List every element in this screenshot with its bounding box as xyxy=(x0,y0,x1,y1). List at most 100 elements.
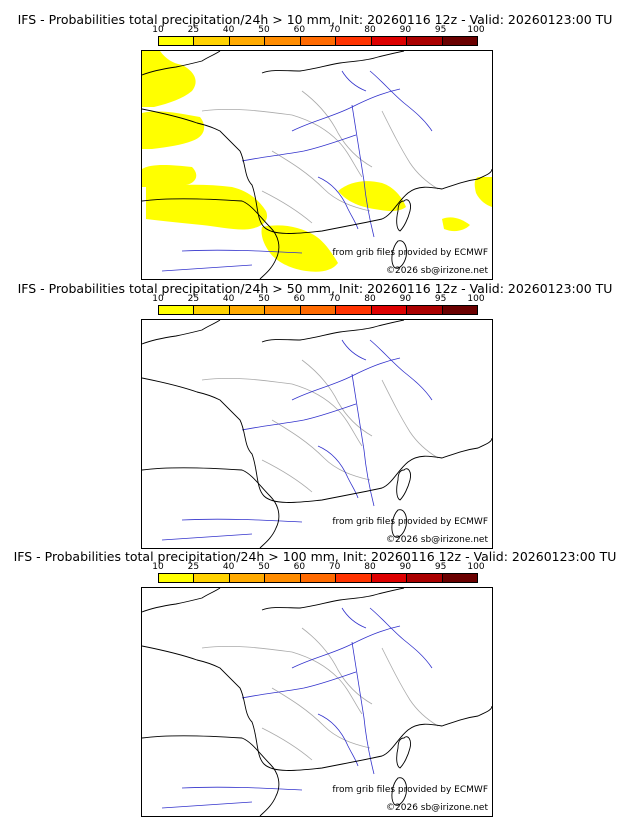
region-border xyxy=(261,190,313,224)
precip-probability-area xyxy=(142,111,205,149)
coastline xyxy=(142,735,280,816)
region-border xyxy=(381,379,439,459)
scale-tick-label: 10 xyxy=(152,25,164,35)
river-line xyxy=(369,607,433,669)
river-line xyxy=(317,445,359,499)
scale-tick-label: 70 xyxy=(328,294,341,304)
scale-tick-labels: 10 25 40 50 60 70 80 90 95 100 xyxy=(140,25,510,36)
precip-probability-area xyxy=(442,217,470,232)
scale-tick-label: 10 xyxy=(152,294,164,304)
colorbar-segment xyxy=(265,306,301,314)
coastline xyxy=(142,645,492,771)
panel-title: IFS - Probabilities total precipitation/… xyxy=(13,549,617,564)
colorbar-segment xyxy=(194,574,230,582)
region-border xyxy=(381,110,439,190)
colorbar-segment xyxy=(407,37,443,45)
coastline xyxy=(142,467,280,548)
scale-tick-label: 90 xyxy=(399,294,412,304)
scale-tick-label: 60 xyxy=(293,294,306,304)
region-border xyxy=(201,645,363,715)
coastline xyxy=(142,588,221,613)
colorbar-segment xyxy=(159,37,195,45)
scale-tick-label: 95 xyxy=(434,294,447,304)
scale-tick-label: 95 xyxy=(434,562,447,572)
colorbar-segment xyxy=(336,574,372,582)
region-border xyxy=(201,108,363,178)
scale-tick-label: 25 xyxy=(187,25,200,35)
scale-tick-label: 10 xyxy=(152,562,164,572)
scale-tick-label: 50 xyxy=(258,562,270,572)
map-svg xyxy=(142,588,492,816)
precip-probability-area xyxy=(142,51,196,107)
colorbar-segment xyxy=(194,306,230,314)
panel-title: IFS - Probabilities total precipitation/… xyxy=(17,12,613,27)
colorbar-segment xyxy=(442,306,477,314)
scale-tick-label: 60 xyxy=(293,562,306,572)
colorbar-segment xyxy=(229,306,266,314)
river-line xyxy=(317,176,359,230)
map-svg xyxy=(142,320,492,548)
colorbar-segment xyxy=(336,306,372,314)
scale-tick-label: 100 xyxy=(467,562,485,572)
river-line xyxy=(341,70,367,92)
scale-tick-label: 25 xyxy=(187,562,200,572)
probability-colorbar xyxy=(158,573,478,583)
map-panel-10mm: IFS - Probabilities total precipitation/… xyxy=(0,12,630,280)
colorbar-segment xyxy=(265,37,301,45)
credit-copyright: ©2026 sb@irizone.net xyxy=(386,803,488,813)
colorbar-segment xyxy=(407,574,443,582)
coastline xyxy=(142,320,221,345)
colorbar-segment xyxy=(194,37,230,45)
scale-tick-label: 60 xyxy=(293,25,306,35)
credit-source: from grib files provided by ECMWF xyxy=(332,248,488,258)
scale-tick-label: 90 xyxy=(399,562,412,572)
region-border xyxy=(271,150,371,212)
scale-tick-label: 80 xyxy=(364,562,376,572)
river-line xyxy=(291,88,401,132)
scale-tick-label: 90 xyxy=(399,25,412,35)
colorbar-segment xyxy=(371,574,408,582)
scale-tick-label: 70 xyxy=(328,25,341,35)
scale-tick-label: 40 xyxy=(222,294,235,304)
coastline xyxy=(261,320,405,343)
river-line xyxy=(291,357,401,401)
probability-colorbar xyxy=(158,36,478,46)
colorbar-segment xyxy=(265,574,301,582)
river-line xyxy=(241,671,357,699)
coastline xyxy=(142,198,280,279)
probability-colorbar xyxy=(158,305,478,315)
coastline xyxy=(396,468,411,501)
scale-tick-label: 50 xyxy=(258,25,270,35)
map-panel-50mm: IFS - Probabilities total precipitation/… xyxy=(0,281,630,549)
river-line xyxy=(341,607,367,629)
coastline xyxy=(391,777,407,806)
coastline xyxy=(396,736,411,769)
precip-probability-area xyxy=(261,225,338,272)
colorbar-segment xyxy=(229,574,266,582)
river-line xyxy=(181,518,303,523)
scale-tick-labels: 10 25 40 50 60 70 80 90 95 100 xyxy=(140,562,510,573)
region-border xyxy=(271,687,371,749)
scale-tick-label: 25 xyxy=(187,294,200,304)
region-border xyxy=(201,377,363,447)
river-line xyxy=(291,625,401,669)
river-line xyxy=(351,641,375,775)
colorbar-segment xyxy=(300,306,337,314)
colorbar-segment xyxy=(407,306,443,314)
precip-probability-area xyxy=(146,184,268,230)
precip-probability-area xyxy=(142,165,197,187)
river-line xyxy=(351,104,375,238)
map-area: from grib files provided by ECMWF ©2026 s… xyxy=(141,319,493,549)
credit-source: from grib files provided by ECMWF xyxy=(332,517,488,527)
map-panel-100mm: IFS - Probabilities total precipitation/… xyxy=(0,549,630,817)
river-line xyxy=(241,134,357,162)
scale-tick-label: 100 xyxy=(467,294,485,304)
scale-tick-label: 50 xyxy=(258,294,270,304)
coastline xyxy=(142,51,221,76)
coastline xyxy=(391,509,407,538)
precip-probability-area xyxy=(474,177,492,207)
river-line xyxy=(369,70,433,132)
coastline xyxy=(261,51,405,74)
colorbar-segment xyxy=(300,37,337,45)
colorbar-segment xyxy=(336,37,372,45)
